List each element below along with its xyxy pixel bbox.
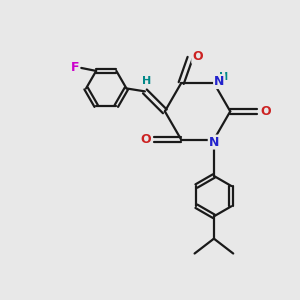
Text: O: O [260,105,271,118]
Text: H: H [142,76,151,86]
Text: F: F [70,61,79,74]
Text: O: O [141,133,152,146]
Text: H: H [219,71,228,82]
Text: N: N [209,136,219,148]
Text: O: O [192,50,203,63]
Text: N: N [214,75,224,88]
